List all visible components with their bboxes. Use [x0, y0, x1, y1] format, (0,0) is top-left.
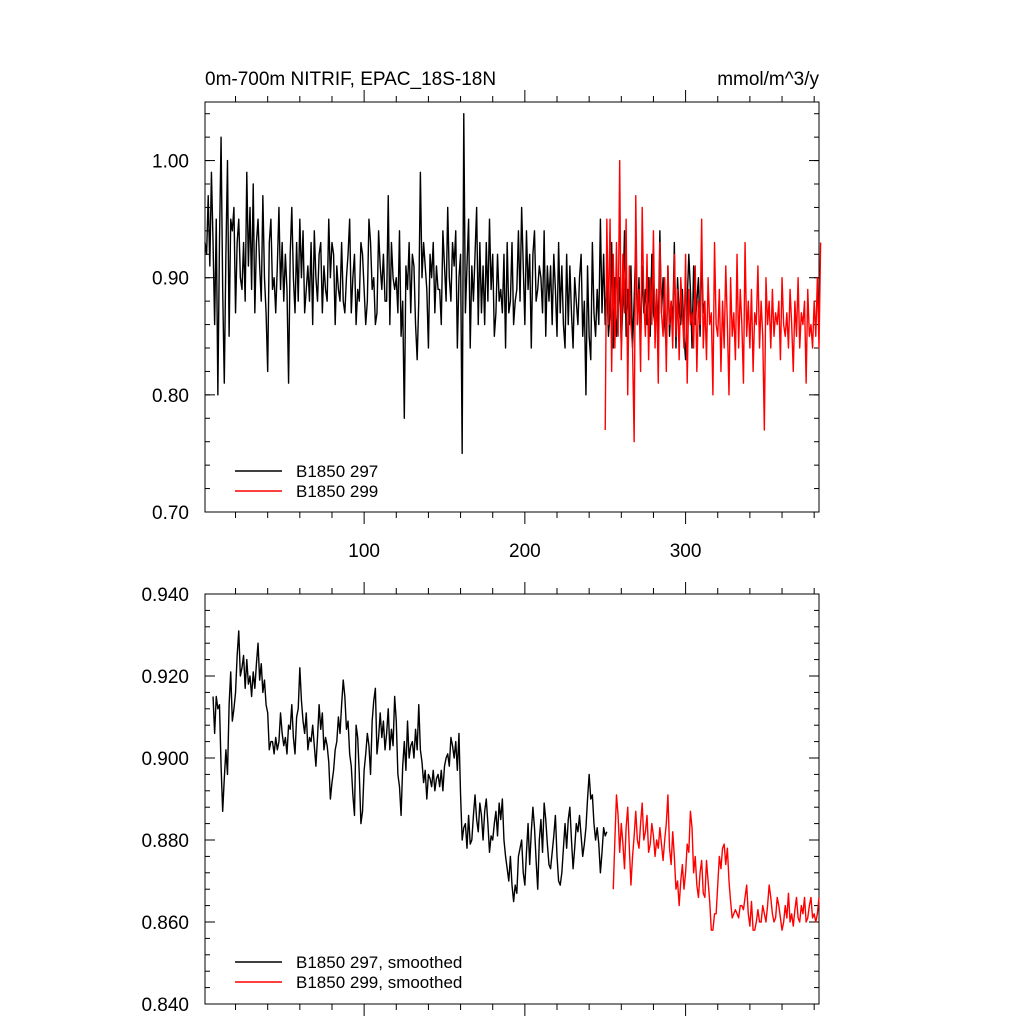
- y-tick-label: 0.860: [141, 913, 189, 934]
- y-tick-label: 0.90: [152, 269, 189, 290]
- bottom-panel: 0.840 0.860 0.880 0.900 0.920 0.940 B1850 297…: [141, 582, 820, 1016]
- y-tick-label: 0.80: [152, 386, 189, 407]
- legend-label-b1850-299: B1850 299: [296, 482, 378, 501]
- bottom-legend: B1850 297, smoothed B1850 299, smoothed: [235, 953, 462, 992]
- y-tick-label: 0.70: [152, 503, 189, 524]
- x-tick-label: 100: [348, 541, 380, 562]
- x-tick-label: 200: [509, 541, 541, 562]
- y-tick-label: 0.840: [141, 995, 189, 1016]
- top-legend: B1850 297 B1850 299: [235, 462, 378, 501]
- y-tick-label: 0.940: [141, 585, 189, 606]
- legend-label-b1850-297-smoothed: B1850 297, smoothed: [296, 953, 462, 972]
- legend-label-b1850-299-smoothed: B1850 299, smoothed: [296, 973, 462, 992]
- series-line-b1850-297-smoothed: [212, 630, 608, 903]
- series-line-b1850-299: [604, 159, 822, 443]
- top-panel: 0m-700m NITRIF, EPAC_18S-18N mmol/m^3/y …: [152, 69, 822, 562]
- y-tick-label: 0.900: [141, 749, 189, 770]
- top-series-layer: [204, 113, 822, 455]
- series-line-b1850-299-smoothed: [612, 794, 820, 931]
- y-tick-label: 0.920: [141, 667, 189, 688]
- y-tick-label: 1.00: [152, 152, 189, 173]
- legend-label-b1850-297: B1850 297: [296, 462, 378, 481]
- bottom-plot-frame: [204, 593, 820, 1005]
- bottom-tick-marks: 0.840 0.860 0.880 0.900 0.920 0.940: [141, 582, 819, 1016]
- y-tick-label: 0.880: [141, 831, 189, 852]
- top-tick-marks: 0.70 0.80 0.90 1.00 100 200 300: [152, 90, 819, 562]
- top-panel-units: mmol/m^3/y: [717, 69, 819, 90]
- bottom-series-layer: [212, 630, 820, 931]
- x-tick-label: 300: [670, 541, 702, 562]
- top-panel-title: 0m-700m NITRIF, EPAC_18S-18N: [205, 69, 496, 90]
